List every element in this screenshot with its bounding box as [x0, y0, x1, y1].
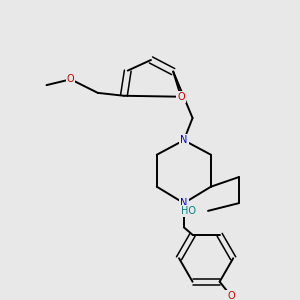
- Text: O: O: [67, 74, 74, 84]
- Text: O: O: [177, 92, 185, 102]
- Text: N: N: [180, 135, 188, 145]
- Text: N: N: [180, 198, 188, 208]
- Text: O: O: [227, 291, 235, 300]
- Text: HO: HO: [182, 206, 196, 216]
